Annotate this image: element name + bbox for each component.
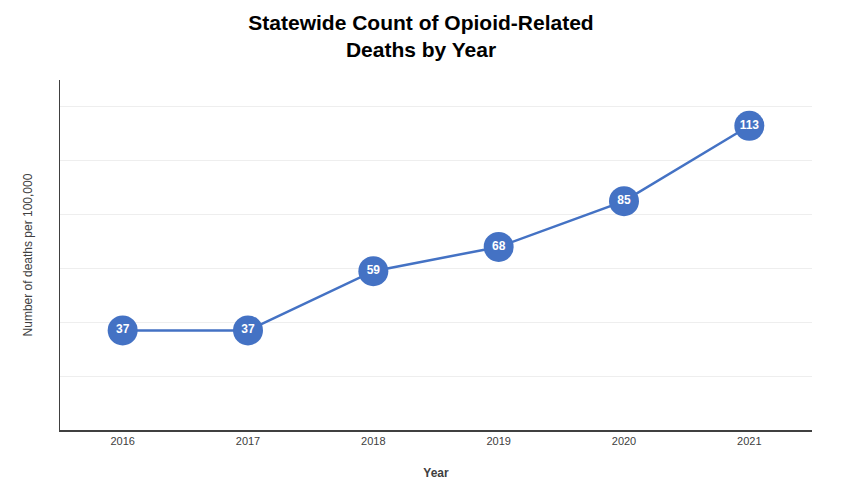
svg-text:2019: 2019 (486, 435, 510, 447)
svg-text:2020: 2020 (612, 435, 636, 447)
svg-text:37: 37 (116, 322, 130, 336)
svg-text:113: 113 (740, 118, 760, 132)
svg-text:2017: 2017 (236, 435, 260, 447)
svg-text:59: 59 (367, 263, 381, 277)
svg-text:2016: 2016 (110, 435, 134, 447)
svg-text:37: 37 (241, 322, 255, 336)
svg-text:2018: 2018 (361, 435, 385, 447)
svg-text:68: 68 (492, 239, 506, 253)
svg-text:Year: Year (423, 466, 449, 480)
svg-text:Number of deaths per 100,000: Number of deaths per 100,000 (21, 173, 35, 336)
svg-text:2021: 2021 (737, 435, 761, 447)
svg-text:Statewide Count of Opioid-Rela: Statewide Count of Opioid-RelatedDeaths … (248, 11, 593, 61)
svg-text:85: 85 (617, 193, 631, 207)
